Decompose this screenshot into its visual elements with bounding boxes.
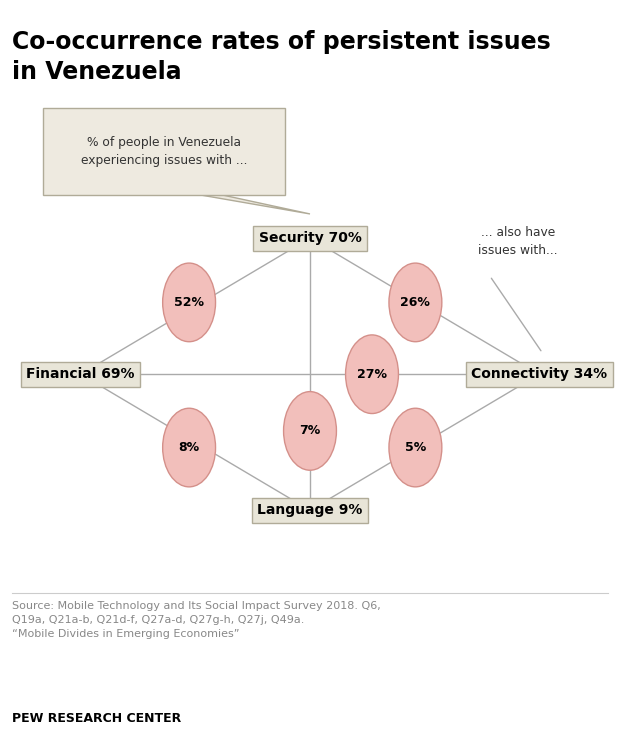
Text: 8%: 8% (179, 441, 200, 454)
Text: 52%: 52% (174, 296, 204, 309)
FancyBboxPatch shape (43, 108, 285, 194)
Ellipse shape (162, 408, 216, 487)
Ellipse shape (389, 263, 442, 342)
Polygon shape (155, 187, 310, 214)
Text: Connectivity 34%: Connectivity 34% (471, 367, 608, 381)
Text: Security 70%: Security 70% (259, 231, 361, 245)
Text: PEW RESEARCH CENTER: PEW RESEARCH CENTER (12, 712, 182, 725)
Ellipse shape (283, 392, 337, 470)
Text: % of people in Venezuela
experiencing issues with ...: % of people in Venezuela experiencing is… (81, 135, 247, 167)
Text: 27%: 27% (357, 367, 387, 381)
Text: in Venezuela: in Venezuela (12, 60, 182, 85)
Ellipse shape (389, 408, 442, 487)
Ellipse shape (162, 263, 216, 342)
Text: 7%: 7% (299, 424, 321, 438)
Ellipse shape (345, 335, 399, 414)
Text: Language 9%: Language 9% (257, 503, 363, 517)
Text: 26%: 26% (401, 296, 430, 309)
Text: ... also have
issues with...: ... also have issues with... (478, 226, 557, 258)
Text: Co-occurrence rates of persistent issues: Co-occurrence rates of persistent issues (12, 30, 551, 54)
Text: 5%: 5% (405, 441, 426, 454)
Text: Financial 69%: Financial 69% (27, 367, 135, 381)
Text: Source: Mobile Technology and Its Social Impact Survey 2018. Q6,
Q19a, Q21a-b, Q: Source: Mobile Technology and Its Social… (12, 601, 381, 639)
